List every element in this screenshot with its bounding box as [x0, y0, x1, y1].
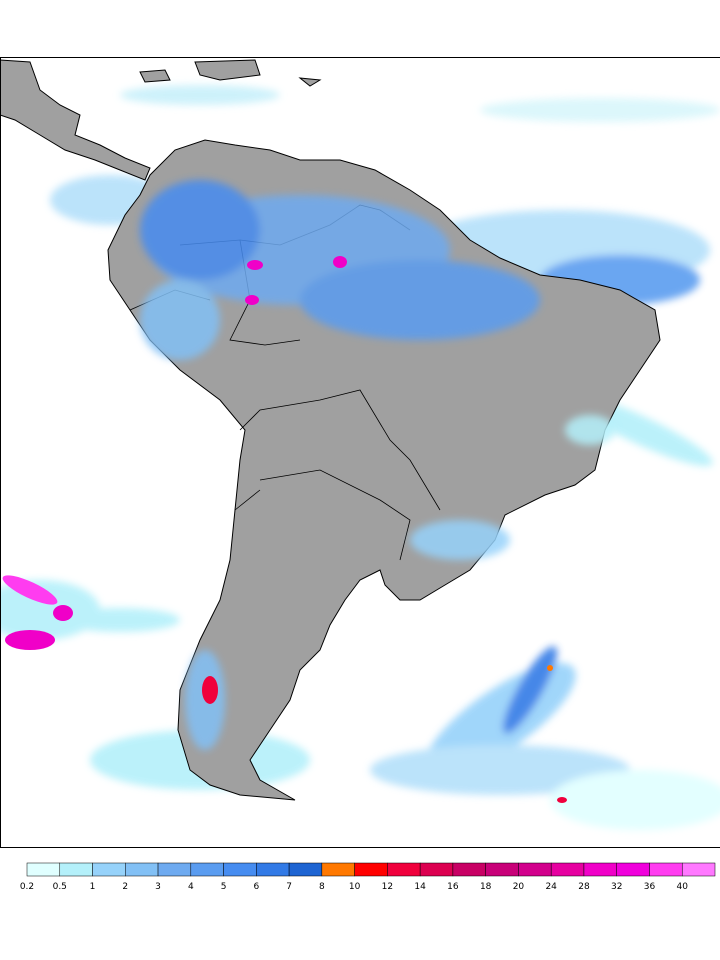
colorbar-label: 2 [122, 882, 128, 892]
colorbar-swatch [518, 862, 552, 877]
colorbar-swatch [649, 862, 683, 877]
colorbar-label: 0.5 [53, 882, 67, 892]
colorbar-swatch [681, 862, 716, 877]
colorbar-swatch [354, 862, 388, 877]
colorbar-swatch [583, 862, 617, 877]
colorbar-swatch [452, 862, 486, 877]
colorbar-label: 10 [349, 882, 361, 892]
colorbar-swatch [190, 862, 224, 877]
colorbar-label: 12 [382, 882, 393, 892]
colorbar-swatch [157, 862, 192, 877]
colorbar: 0.2 0.5 1 2 3 4 5 6 7 8 10 12 14 16 18 20 24 28 32 36 40 [20, 862, 716, 892]
colorbar-swatch [387, 862, 421, 877]
colorbar-label: 20 [513, 882, 525, 892]
colorbar-label: 0.2 [20, 882, 34, 892]
colorbar-swatch [288, 862, 323, 877]
colorbar-swatch [125, 862, 159, 877]
colorbar-swatch [256, 862, 290, 877]
colorbar-swatch [550, 862, 585, 877]
colorbar-label: 28 [578, 882, 590, 892]
colorbar-label: 1 [90, 882, 96, 892]
colorbar-label: 32 [611, 882, 622, 892]
colorbar-label: 7 [286, 882, 292, 892]
rain-land [140, 180, 615, 750]
colorbar-label: 36 [644, 882, 656, 892]
colorbar-swatch [223, 862, 257, 877]
colorbar-label: 14 [414, 882, 426, 892]
colorbar-swatch [485, 862, 519, 877]
colorbar-label: 8 [319, 882, 325, 892]
heavy-rain [2, 256, 567, 803]
map-frame [0, 57, 720, 848]
colorbar-label: 18 [480, 882, 492, 892]
colorbar-label: 24 [545, 882, 557, 892]
colorbar-swatch [59, 862, 93, 877]
colorbar-swatch [419, 862, 454, 877]
colorbar-label: 4 [188, 882, 194, 892]
colorbar-swatch [92, 862, 126, 877]
colorbar-label: 16 [447, 882, 459, 892]
colorbar-label: 5 [221, 882, 227, 892]
colorbar-swatch [321, 862, 355, 877]
colorbar-label: 6 [253, 882, 259, 892]
colorbar-label: 40 [677, 882, 689, 892]
colorbar-swatch [26, 862, 61, 877]
colorbar-label: 3 [155, 882, 161, 892]
colorbar-swatch [616, 862, 650, 877]
